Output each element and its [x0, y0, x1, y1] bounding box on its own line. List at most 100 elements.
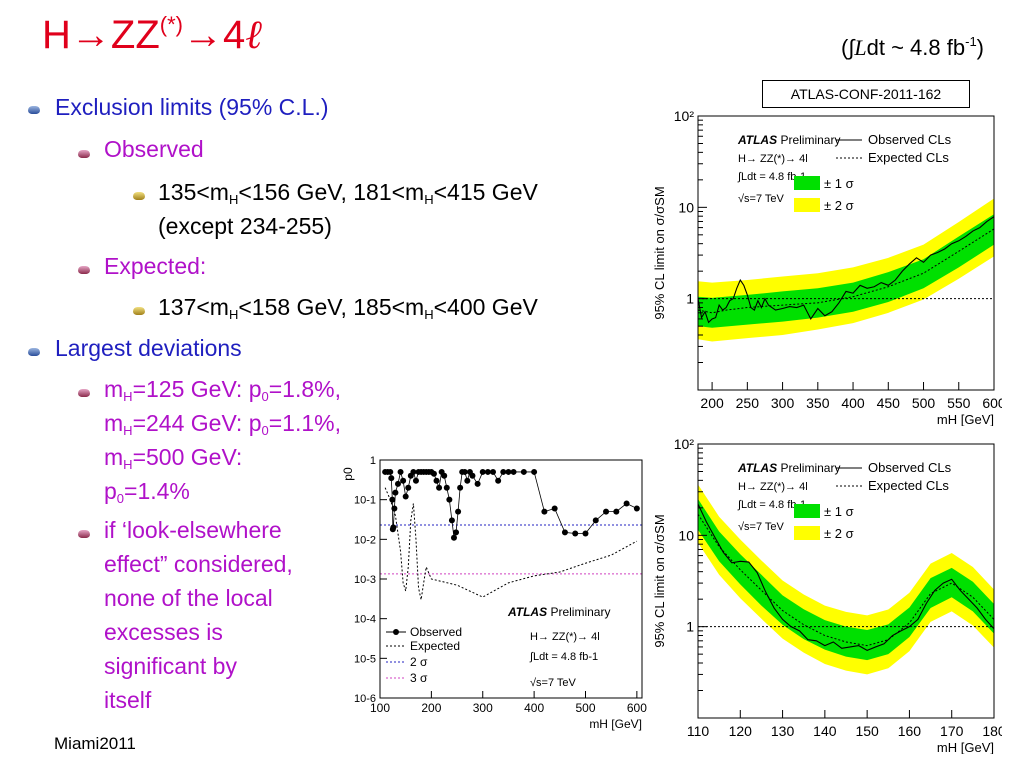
text: 137<m: [158, 294, 229, 320]
sub: H: [228, 307, 239, 322]
x-tick-label: 550: [947, 395, 971, 411]
x-tick-label: 200: [421, 701, 441, 715]
observed-point: [582, 530, 589, 537]
title-four: 4: [222, 13, 246, 57]
lumi-open: (∫: [841, 35, 855, 60]
bullet-deviations: Largest deviations: [55, 335, 242, 361]
bullet-marker: [28, 348, 40, 356]
text: <156 GeV, 181<m: [238, 179, 425, 205]
legend-2sigma: ± 2 σ: [824, 198, 854, 213]
text: =125 GeV: p: [132, 376, 262, 402]
observed-point: [410, 468, 417, 475]
bullet-expected: Expected:: [104, 253, 207, 279]
legend-energy: √s=7 TeV: [530, 677, 577, 689]
observed-point: [572, 530, 579, 537]
legend-1sigma: ± 1 σ: [824, 176, 854, 191]
legend-lumi: ∫Ldt = 4.8 fb-1: [529, 651, 598, 663]
text: p: [104, 478, 117, 504]
x-tick-label: 150: [855, 723, 879, 739]
legend-atlas: ATLAS Preliminary: [737, 461, 840, 475]
observed-line: [385, 470, 638, 538]
sub: 0: [116, 491, 125, 506]
x-axis-title: mH [GeV]: [937, 412, 994, 426]
legend-1sigma-swatch: [794, 176, 820, 190]
y-tick-label: 10²: [674, 436, 695, 452]
text: =1.1%,: [268, 410, 341, 436]
observed-point: [613, 508, 620, 515]
text: <415 GeV: [433, 179, 538, 205]
sub: H: [228, 192, 239, 207]
title-arrow-2: →: [182, 13, 223, 57]
observed-point: [433, 477, 440, 484]
x-tick-label: 600: [627, 701, 647, 715]
observed-point: [453, 529, 460, 536]
deviation-line-2: mH=244 GeV: p0=1.1%,: [104, 406, 341, 441]
x-tick-label: 450: [877, 395, 901, 411]
text: <400 GeV: [433, 294, 538, 320]
bullet-marker: [133, 307, 145, 315]
legend-process: H→ ZZ(*)→ 4l: [530, 631, 600, 643]
bullet-marker: [78, 150, 90, 158]
observed-point: [474, 480, 481, 487]
bullet-marker: [78, 389, 90, 397]
y-tick-label: 10²: [674, 108, 695, 124]
legend-observed-marker: [393, 629, 399, 635]
y-tick-label: 10-2: [354, 534, 376, 546]
text: m: [104, 376, 124, 402]
x-tick-label: 350: [806, 395, 830, 411]
lee-line-4: excesses is: [104, 619, 223, 645]
lumi-close: ): [976, 35, 984, 60]
text: =244 GeV: p: [132, 410, 262, 436]
observed-line: [697, 503, 995, 651]
observed-point: [457, 484, 464, 491]
footer-label: Miami2011: [54, 734, 136, 753]
text: m: [104, 444, 124, 470]
title-star: (*): [159, 12, 183, 37]
title-ell: ℓ: [245, 12, 262, 57]
observed-point: [405, 484, 412, 491]
legend-2sigma-swatch: [794, 198, 820, 212]
observed-point: [469, 472, 476, 479]
plot-frame: [697, 115, 995, 391]
p0-plot-svg: 100 200 300 400 500 600 10-6 10-5 10-4 10-3 10-2 10…: [341, 455, 647, 731]
x-tick-label: 100: [370, 701, 390, 715]
legend-observed: Observed CLs: [868, 460, 952, 475]
x-tick-label: 400: [841, 395, 865, 411]
legend-energy: √s=7 TeV: [738, 521, 785, 533]
observed-point: [394, 480, 401, 487]
observed-point: [479, 468, 486, 475]
deviation-line-1: mH=125 GeV: p0=1.8%,: [104, 372, 341, 407]
limit-plot-high-mass-svg: 200 250 300 350 400 450 500 550 600 1 10 10² 95% CL …: [652, 108, 1002, 426]
observed-point: [623, 500, 630, 507]
observed-point: [443, 484, 450, 491]
bullet-marker: [133, 192, 145, 200]
text: <158 GeV, 185<m: [238, 294, 425, 320]
x-tick-label: 180: [982, 723, 1002, 739]
band-1sigma: [698, 214, 994, 328]
y-axis-title: 95% CL limit on σ/σSM: [652, 186, 667, 319]
observed-point: [391, 505, 398, 512]
y-tick-label: 10: [678, 527, 694, 543]
legend-energy: √s=7 TeV: [738, 193, 785, 205]
x-tick-label: 170: [940, 723, 964, 739]
y-tick-label: 1: [370, 455, 376, 467]
sub: H: [424, 192, 434, 207]
y-tick-label: 1: [686, 291, 694, 307]
observed-point: [436, 484, 443, 491]
observed-point: [505, 468, 512, 475]
x-axis-title: mH [GeV]: [589, 717, 642, 731]
expected-line: [384, 487, 638, 600]
legend-2sigma: ± 2 σ: [824, 526, 854, 541]
x-tick-label: 160: [898, 723, 922, 739]
y-axis-title: 95% CL limit on σ/σSM: [652, 514, 667, 647]
sub: 0: [261, 389, 269, 404]
observed-point: [450, 534, 457, 541]
observed-point: [461, 468, 468, 475]
sub: 0: [261, 423, 269, 438]
observed-point: [387, 468, 394, 475]
y-axis-title: p0: [341, 467, 355, 481]
p0-plot: 100 200 300 400 500 600 10-6 10-5 10-4 10-3 10-2 10…: [340, 448, 652, 734]
x-tick-label: 600: [982, 395, 1002, 411]
bullet-observed: Observed: [104, 136, 204, 162]
legend-observed: Observed: [410, 625, 462, 639]
